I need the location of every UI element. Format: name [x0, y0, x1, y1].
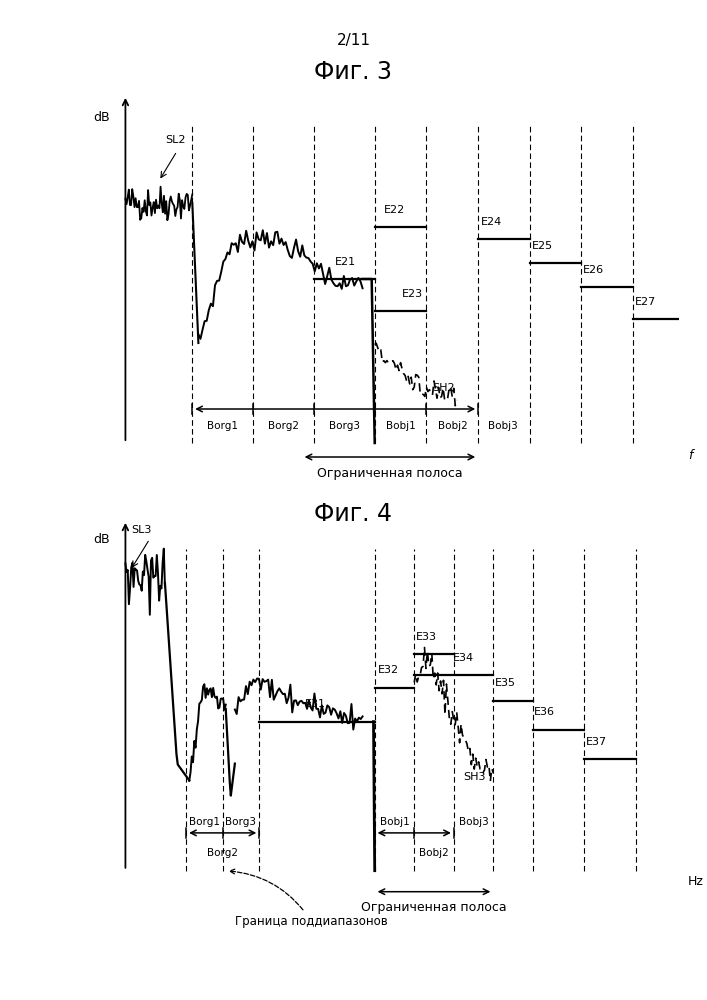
Text: SL2: SL2 — [165, 135, 185, 145]
Text: E33: E33 — [416, 632, 437, 642]
Text: Bobj2: Bobj2 — [419, 848, 449, 858]
Text: E35: E35 — [495, 678, 516, 688]
Text: E37: E37 — [586, 737, 607, 747]
Text: Bobj2: Bobj2 — [438, 421, 467, 431]
Text: Borg1: Borg1 — [207, 421, 238, 431]
Text: Ограниченная полоса: Ограниченная полоса — [361, 901, 507, 914]
Text: E26: E26 — [583, 265, 604, 275]
Text: Граница поддиапазонов: Граница поддиапазонов — [230, 869, 387, 928]
Text: E25: E25 — [532, 241, 553, 251]
Text: 2/11: 2/11 — [337, 33, 370, 48]
Text: E36: E36 — [534, 707, 555, 717]
Text: dB: dB — [93, 111, 110, 124]
Text: SH3: SH3 — [463, 772, 486, 782]
Text: dB: dB — [93, 533, 110, 546]
Text: E21: E21 — [335, 257, 356, 267]
Text: Borg1: Borg1 — [189, 817, 220, 827]
Text: Borg3: Borg3 — [226, 817, 257, 827]
Text: SL3: SL3 — [132, 525, 152, 535]
Text: Bobj3: Bobj3 — [488, 421, 518, 431]
Text: Borg2: Borg2 — [268, 421, 299, 431]
Text: E22: E22 — [384, 205, 405, 215]
Text: Borg3: Borg3 — [329, 421, 360, 431]
Text: Фиг. 4: Фиг. 4 — [315, 502, 392, 526]
Text: E32: E32 — [378, 665, 399, 675]
Text: Фиг. 3: Фиг. 3 — [315, 60, 392, 84]
Text: E23: E23 — [402, 289, 423, 299]
Text: E27: E27 — [635, 297, 656, 307]
Text: Borg2: Borg2 — [207, 848, 238, 858]
Text: Bobj3: Bobj3 — [459, 817, 489, 827]
Text: SH2: SH2 — [433, 383, 455, 393]
Text: Hz: Hz — [688, 875, 703, 888]
Text: Ограниченная полоса: Ограниченная полоса — [317, 467, 462, 480]
Text: Bobj1: Bobj1 — [386, 421, 416, 431]
Text: f: f — [688, 449, 692, 462]
Text: Bobj1: Bobj1 — [380, 817, 409, 827]
Text: E31: E31 — [305, 699, 326, 709]
Text: E34: E34 — [452, 653, 474, 663]
Text: E24: E24 — [481, 217, 503, 227]
